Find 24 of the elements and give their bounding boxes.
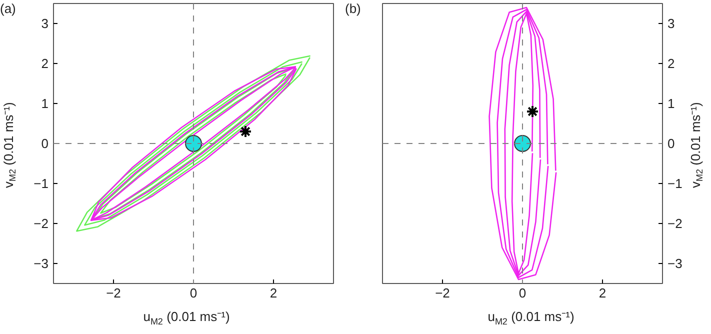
y-tick-label: −1	[34, 176, 49, 191]
x-tick-label: 0	[518, 286, 526, 300]
y2-tick-label: 0	[668, 136, 675, 151]
x-tick-label: 0	[190, 286, 198, 300]
y-tick-label: 0	[41, 136, 49, 151]
chart-title: (b)	[345, 0, 361, 18]
x-tick-label: −2	[106, 286, 121, 300]
y2-tick-label: 3	[668, 16, 675, 31]
x-axis-title: u$_{M2}$ (0.01 ms⁻¹)	[143, 308, 230, 328]
chart-title: (a)	[0, 0, 16, 18]
x-axis-title: u$_{M2}$ (0.01 ms⁻¹)	[488, 308, 574, 328]
y2-tick-label: −2	[668, 216, 682, 231]
x-tick-label: 2	[598, 286, 606, 300]
x-tick-label: −2	[435, 286, 450, 300]
y-tick-label: −2	[34, 216, 49, 231]
y-tick-label: 1	[41, 96, 49, 111]
y-tick-label: 2	[41, 56, 49, 71]
y-tick-label: −3	[34, 256, 49, 271]
y2-tick-label: 1	[668, 96, 675, 111]
y2-tick-label: 2	[668, 56, 675, 71]
x-tick-label: 2	[270, 286, 278, 300]
y2-tick-label: −1	[668, 176, 682, 191]
y2-tick-label: −3	[668, 256, 682, 271]
y-tick-label: 3	[41, 16, 49, 31]
